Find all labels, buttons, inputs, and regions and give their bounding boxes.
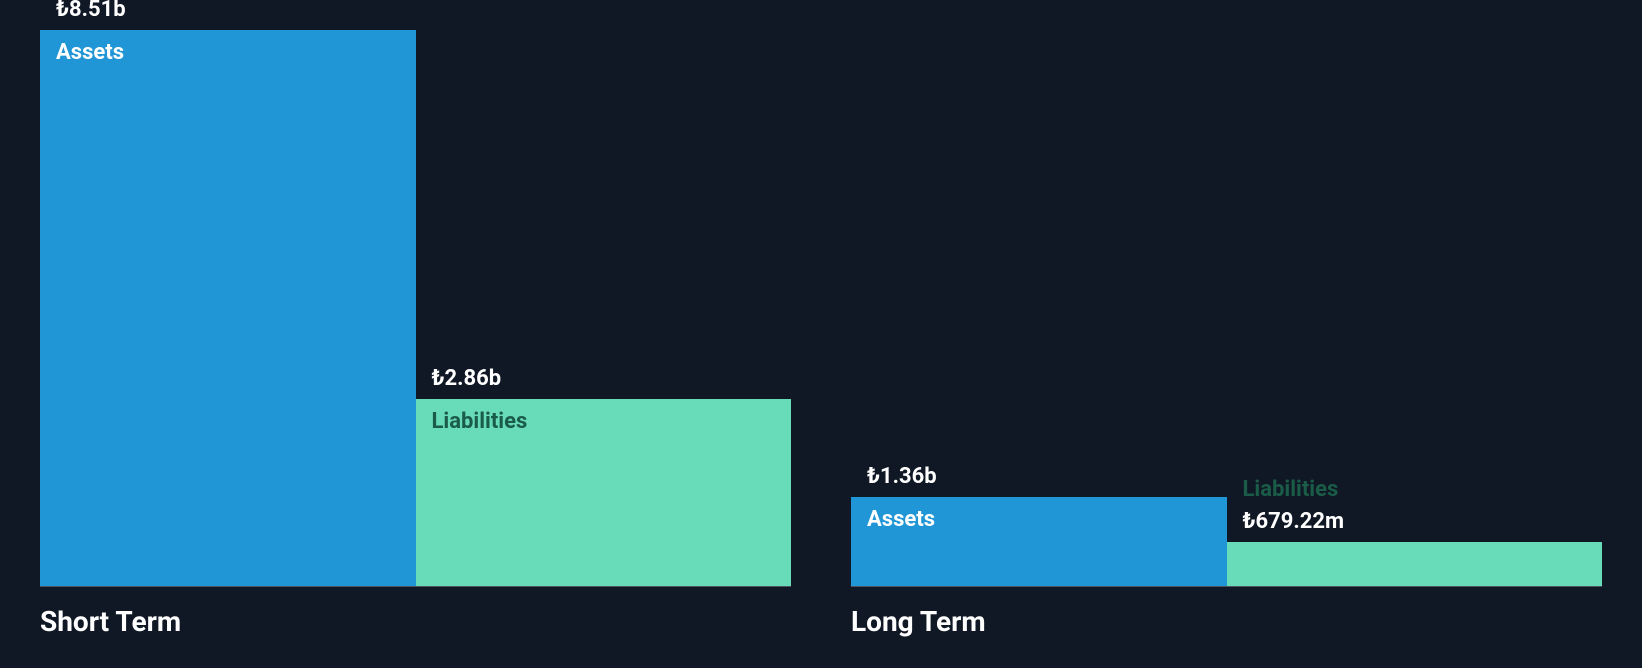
panel-short-term: ₺8.51b Assets ₺2.86b Liabilities Short T… xyxy=(40,30,791,638)
bar-category-label: Assets xyxy=(867,507,935,532)
bar-long-assets: ₺1.36b Assets xyxy=(851,497,1227,586)
bar-slot: ₺2.86b Liabilities xyxy=(416,30,792,586)
bar-value-label: ₺2.86b xyxy=(432,366,502,391)
chart-area-short-term: ₺8.51b Assets ₺2.86b Liabilities xyxy=(40,30,791,587)
chart-container: ₺8.51b Assets ₺2.86b Liabilities Short T… xyxy=(0,0,1642,668)
bar-slot: ₺8.51b Assets xyxy=(40,30,416,586)
panel-title: Long Term xyxy=(851,605,1602,638)
bar-value-label: ₺679.22m xyxy=(1243,509,1345,534)
bar-slot: Liabilities ₺679.22m xyxy=(1227,30,1603,586)
bar-category-label: Liabilities xyxy=(432,409,528,434)
bar-value-label: ₺8.51b xyxy=(56,0,126,22)
bar-short-assets: ₺8.51b Assets xyxy=(40,30,416,586)
bar-category-label: Assets xyxy=(56,40,124,65)
bar-short-liabilities: ₺2.86b Liabilities xyxy=(416,399,792,586)
bar-category-label: Liabilities xyxy=(1243,477,1339,502)
panel-title: Short Term xyxy=(40,605,791,638)
bar-value-label: ₺1.36b xyxy=(867,464,937,489)
panel-long-term: ₺1.36b Assets Liabilities ₺679.22m Long … xyxy=(851,30,1602,638)
bar-long-liabilities: Liabilities ₺679.22m xyxy=(1227,542,1603,586)
bar-slot: ₺1.36b Assets xyxy=(851,30,1227,586)
chart-area-long-term: ₺1.36b Assets Liabilities ₺679.22m xyxy=(851,30,1602,587)
